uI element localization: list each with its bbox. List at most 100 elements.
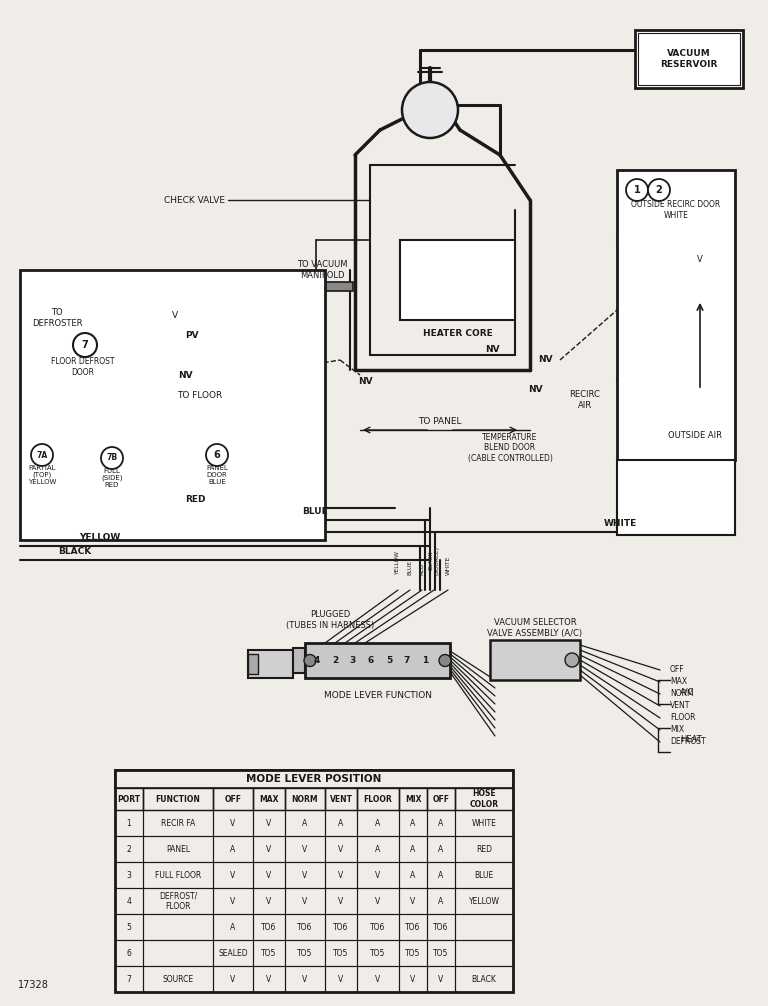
Text: NORM: NORM (292, 795, 318, 804)
Text: 5: 5 (127, 923, 131, 932)
Bar (213, 810, 253, 836)
Bar (115, 770, 513, 788)
Bar (285, 888, 325, 914)
Text: WHITE: WHITE (604, 518, 637, 527)
Text: MIX: MIX (405, 795, 422, 804)
Text: TO5: TO5 (297, 949, 313, 958)
Text: A: A (303, 819, 308, 828)
Bar (325, 966, 357, 992)
Text: 2: 2 (656, 185, 662, 195)
Text: V: V (230, 896, 236, 905)
Bar (143, 810, 213, 836)
Bar (635, 30, 743, 88)
Bar (115, 940, 143, 966)
Text: V: V (410, 896, 415, 905)
Bar (253, 788, 285, 810)
Bar (399, 788, 427, 810)
Bar (399, 836, 427, 862)
Text: 6: 6 (127, 949, 131, 958)
Bar (427, 888, 455, 914)
Text: OFF: OFF (432, 795, 449, 804)
Bar (213, 940, 253, 966)
Text: SEALED: SEALED (218, 949, 248, 958)
Text: BLUE: BLUE (408, 560, 412, 575)
Text: BLACK: BLACK (58, 546, 91, 555)
Circle shape (565, 653, 579, 667)
Text: BLUE: BLUE (302, 506, 328, 515)
Text: V: V (376, 870, 381, 879)
Text: V: V (266, 844, 272, 853)
Bar (399, 862, 427, 888)
Bar (490, 640, 580, 680)
Text: FLOOR: FLOOR (670, 713, 696, 722)
Text: V: V (303, 896, 308, 905)
Bar (399, 888, 427, 914)
Bar (285, 862, 325, 888)
Text: A/C: A/C (680, 687, 694, 696)
Text: YELLOW: YELLOW (396, 551, 400, 575)
Text: WHITE: WHITE (445, 555, 451, 575)
Bar (115, 788, 143, 810)
Bar (253, 862, 285, 888)
Text: A: A (410, 819, 415, 828)
Bar (143, 836, 213, 862)
Bar (455, 862, 513, 888)
Bar (455, 810, 513, 836)
Bar (115, 810, 143, 836)
Text: FULL FLOOR: FULL FLOOR (155, 870, 201, 879)
Text: TO5: TO5 (333, 949, 349, 958)
Bar (143, 914, 213, 940)
Text: A: A (230, 923, 236, 932)
Text: NV: NV (528, 385, 542, 394)
Text: V: V (697, 256, 703, 265)
Text: VENT: VENT (670, 701, 690, 710)
Bar (399, 914, 427, 940)
Text: RED: RED (476, 844, 492, 853)
Circle shape (206, 444, 228, 466)
Text: TO FLOOR: TO FLOOR (177, 390, 223, 399)
Bar (143, 940, 213, 966)
Bar (357, 836, 399, 862)
Bar (455, 914, 513, 940)
Text: 7: 7 (404, 656, 410, 665)
Bar (285, 836, 325, 862)
Bar (455, 966, 513, 992)
Text: A: A (376, 844, 381, 853)
Text: VACUUM
RESERVOIR: VACUUM RESERVOIR (660, 49, 717, 68)
Text: VENT: VENT (329, 795, 353, 804)
Bar (638, 33, 740, 85)
Bar (399, 810, 427, 836)
Bar (115, 914, 143, 940)
Text: 1: 1 (634, 185, 641, 195)
Bar (427, 966, 455, 992)
Bar (325, 914, 357, 940)
Text: 7B: 7B (107, 454, 118, 463)
Text: V: V (172, 311, 178, 320)
Text: TO6: TO6 (406, 923, 421, 932)
Bar (325, 810, 357, 836)
Text: A: A (439, 896, 444, 905)
Circle shape (439, 655, 451, 667)
Text: YELLOW: YELLOW (79, 532, 121, 541)
Bar (213, 966, 253, 992)
Text: TO5: TO5 (433, 949, 449, 958)
Circle shape (648, 179, 670, 201)
Bar (285, 788, 325, 810)
Circle shape (31, 444, 53, 466)
Text: BLACK
(SOURCE): BLACK (SOURCE) (429, 546, 439, 575)
Text: V: V (339, 896, 343, 905)
Text: RECIRC
AIR: RECIRC AIR (570, 390, 601, 409)
Text: OUTSIDE AIR: OUTSIDE AIR (668, 431, 722, 440)
Circle shape (626, 179, 648, 201)
Text: 7A: 7A (36, 451, 48, 460)
Bar (357, 940, 399, 966)
Text: BLUE: BLUE (475, 870, 494, 879)
Circle shape (304, 655, 316, 667)
Text: DEFROST: DEFROST (670, 737, 706, 746)
Bar (115, 770, 513, 992)
Text: 2: 2 (127, 844, 131, 853)
Text: BLACK: BLACK (472, 975, 496, 984)
Bar (115, 966, 143, 992)
Text: DEFROST/
FLOOR: DEFROST/ FLOOR (159, 891, 197, 910)
Bar (253, 914, 285, 940)
